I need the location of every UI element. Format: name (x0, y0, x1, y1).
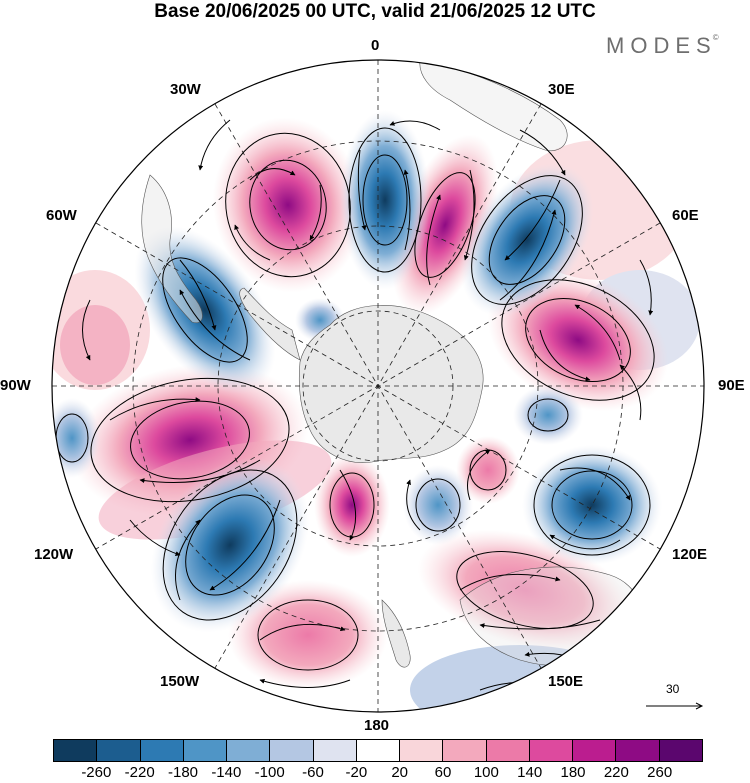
colorbar-tick-label: 260 (647, 764, 673, 781)
anomaly-max-120e (456, 436, 520, 504)
lon-label-150e: 150E (548, 673, 584, 690)
colorbar-tick-label: -260 (81, 764, 112, 781)
lon-label-60e: 60E (672, 207, 699, 224)
colorbar-swatch (54, 740, 98, 761)
colorbar-tick-label: -100 (254, 764, 285, 781)
anomaly-min-100e (513, 385, 583, 445)
colorbar-swatch (616, 740, 660, 761)
anomaly-min-0 (340, 110, 430, 290)
colorbar-tick-label: -140 (211, 764, 242, 781)
lon-label-30w: 30W (170, 81, 201, 98)
map-border (51, 59, 705, 713)
anomaly-max-30w (212, 117, 364, 293)
colorbar-swatch (486, 740, 530, 761)
lon-label-30e: 30E (548, 81, 575, 98)
lon-label-180: 180 (364, 717, 390, 734)
colorbar-swatch (183, 740, 228, 761)
reference-vector-label: 30 (666, 682, 680, 696)
colorbar-tick-label: 140 (517, 764, 543, 781)
anomaly-field (52, 60, 704, 712)
colorbar (53, 739, 703, 762)
colorbar-swatch (313, 740, 357, 761)
colorbar-swatch (529, 740, 574, 761)
colorbar-swatch (97, 740, 141, 761)
lon-label-150w: 150W (160, 673, 200, 690)
reference-vector-arrow (646, 702, 704, 710)
colorbar-tick-label: 60 (434, 764, 452, 781)
colorbar-swatch (659, 740, 702, 761)
colorbar-tick-labels: -260 -220 -180 -140 -100 -60 -20 20 60 100 140 180 2… (53, 765, 703, 783)
anomaly-min-105e (522, 445, 662, 565)
polar-map (51, 59, 705, 713)
brand-logo: MODES© (606, 33, 719, 58)
colorbar-swatch (400, 740, 444, 761)
colorbar-tick-label: 100 (473, 764, 499, 781)
colorbar-swatch (443, 740, 487, 761)
colorbar-tick-label: -20 (345, 764, 368, 781)
lon-label-90w: 90W (0, 377, 31, 394)
lon-label-0: 0 (371, 37, 380, 54)
lon-label-120e: 120E (672, 546, 708, 563)
anomaly-min-150e (403, 465, 473, 545)
anomaly-max-160w (314, 453, 390, 557)
colorbar-swatch (227, 740, 271, 761)
colorbar-swatch (270, 740, 314, 761)
colorbar-swatch (140, 740, 184, 761)
colorbar-tick-label: -180 (167, 764, 199, 781)
south-america (141, 174, 203, 324)
colorbar-tick-label: -220 (124, 764, 155, 781)
colorbar-tick-label: 220 (603, 764, 629, 781)
colorbar-swatch (573, 740, 617, 761)
new-zealand (381, 599, 411, 668)
map-title: Base 20/06/2025 00 UTC, valid 21/06/2025… (154, 1, 596, 22)
colorbar-tick-label: 20 (391, 764, 408, 781)
anomaly-min-40e (460, 163, 594, 317)
lon-label-120w: 120W (34, 546, 74, 563)
lon-label-60w: 60W (46, 207, 77, 224)
colorbar-swatch (356, 740, 401, 761)
wind-vectors (82, 119, 654, 691)
antarctica (299, 304, 484, 463)
colorbar-tick-label: -60 (302, 764, 324, 781)
colorbar-tick-label: 180 (560, 764, 586, 781)
lon-label-90e: 90E (718, 377, 745, 394)
anomaly-max-165w (228, 580, 388, 690)
